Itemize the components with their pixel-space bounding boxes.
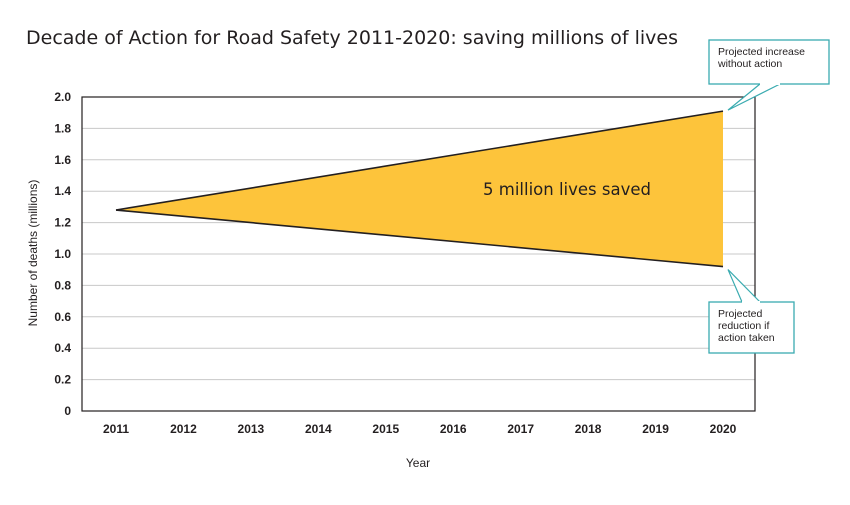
x-tick-label: 2020 (710, 422, 737, 436)
y-tick-label: 0.8 (54, 278, 71, 292)
chart-title: Decade of Action for Road Safety 2011-20… (26, 27, 678, 49)
area-label: 5 million lives saved (483, 180, 651, 199)
y-tick-label: 0.4 (54, 341, 71, 355)
x-axis-label: Year (406, 456, 430, 470)
x-tick-label: 2011 (103, 422, 129, 436)
y-tick-label: 0.6 (54, 310, 71, 324)
callout-text: reduction if (718, 320, 769, 332)
saved-lives-area (116, 111, 723, 267)
y-axis-label: Number of deaths (millions) (26, 180, 40, 327)
y-tick-label: 1.0 (54, 247, 71, 261)
y-tick-label: 0.2 (54, 373, 71, 387)
callout-box (708, 39, 830, 85)
x-tick-label: 2015 (372, 422, 399, 436)
x-tick-label: 2019 (642, 422, 669, 436)
y-tick-label: 1.2 (54, 216, 71, 230)
series-line-reduction (115, 209, 724, 268)
y-tick-label: 1.6 (54, 153, 71, 167)
x-tick-label: 2013 (238, 422, 265, 436)
y-tick-label: 1.4 (54, 184, 71, 198)
x-tick-label: 2017 (507, 422, 534, 436)
x-tick-label: 2014 (305, 422, 332, 436)
series-line-increase (115, 110, 724, 211)
callout-box (708, 301, 795, 354)
axes: 0 0.2 0.4 0.6 0.8 1.0 1.2 1.4 1.6 1.8 2.0 2011 2012 2… (54, 90, 756, 436)
plot-frame (81, 96, 756, 412)
plot-area: 5 million lives saved (115, 110, 724, 268)
callout-text: Projected increase (718, 46, 805, 58)
y-tick-label: 1.8 (54, 121, 71, 135)
callout-text: without action (717, 58, 782, 70)
x-tick-label: 2018 (575, 422, 602, 436)
x-tick-label: 2012 (170, 422, 197, 436)
callout-text: action taken (718, 332, 775, 344)
x-tick-label: 2016 (440, 422, 467, 436)
y-tick-label: 0 (64, 404, 71, 418)
callout-text: Projected (718, 308, 763, 320)
y-tick-label: 2.0 (54, 90, 71, 104)
